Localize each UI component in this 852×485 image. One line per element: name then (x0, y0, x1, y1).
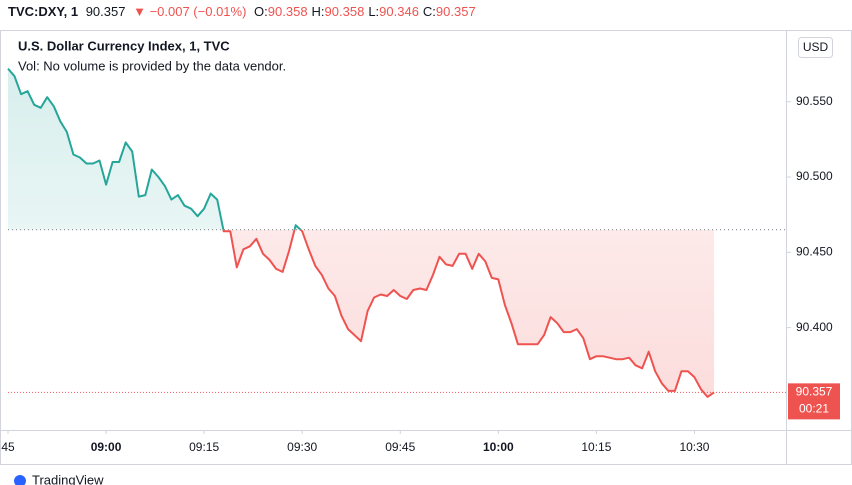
area-above (8, 68, 715, 230)
y-tick-label: 90.450 (796, 245, 833, 259)
y-tick-label: 90.550 (796, 94, 833, 108)
x-tick-label: 10:30 (679, 440, 709, 454)
chart-title: U.S. Dollar Currency Index, 1, TVC (18, 38, 230, 53)
ohlc-label: L: (368, 4, 380, 19)
ohlc: O:90.358 H:90.358 L:90.346 C:90.357 (254, 4, 480, 19)
last-price-box (788, 383, 840, 420)
x-tick-label: 09:30 (287, 440, 317, 454)
last-price-label: 90.357 (796, 385, 833, 399)
chart-subtitle: Vol: No volume is provided by the data v… (18, 58, 286, 73)
x-tick-label: 09:45 (385, 440, 415, 454)
price-change: ▼ −0.007 (−0.01%) (133, 4, 247, 19)
symbol: TVC:DXY, 1 (8, 4, 79, 19)
x-tick-label: 10:00 (483, 440, 514, 454)
currency[interactable]: USD (803, 40, 829, 54)
ohlc-value: 90.346 (379, 4, 419, 19)
ohlc-label: O: (254, 4, 268, 19)
x-tick-label: 09:00 (91, 440, 122, 454)
ohlc-label: H: (311, 4, 325, 19)
countdown: 00:21 (799, 402, 829, 416)
price-line (222, 229, 715, 398)
symbol-header: TVC:DXY, 1 90.357 ▼ −0.007 (−0.01%) O:90… (8, 4, 484, 19)
logo-icon (14, 475, 26, 485)
last-price: 90.357 (85, 4, 126, 19)
y-tick-label: 90.400 (796, 320, 833, 334)
ohlc-value: 90.358 (267, 4, 308, 19)
ohlc-value: 90.357 (435, 4, 476, 19)
footer-brand: TradingView (32, 472, 104, 485)
x-tick-label: 10:15 (581, 440, 611, 454)
currency-box[interactable] (798, 37, 833, 58)
ohlc-label: C: (422, 4, 436, 19)
ohlc-value: 90.358 (324, 4, 365, 19)
x-tick-label: 45 (1, 440, 15, 454)
y-tick-label: 90.500 (796, 169, 833, 183)
area-below (223, 229, 715, 397)
x-tick-label: 09:15 (189, 440, 219, 454)
price-line (7, 67, 303, 230)
